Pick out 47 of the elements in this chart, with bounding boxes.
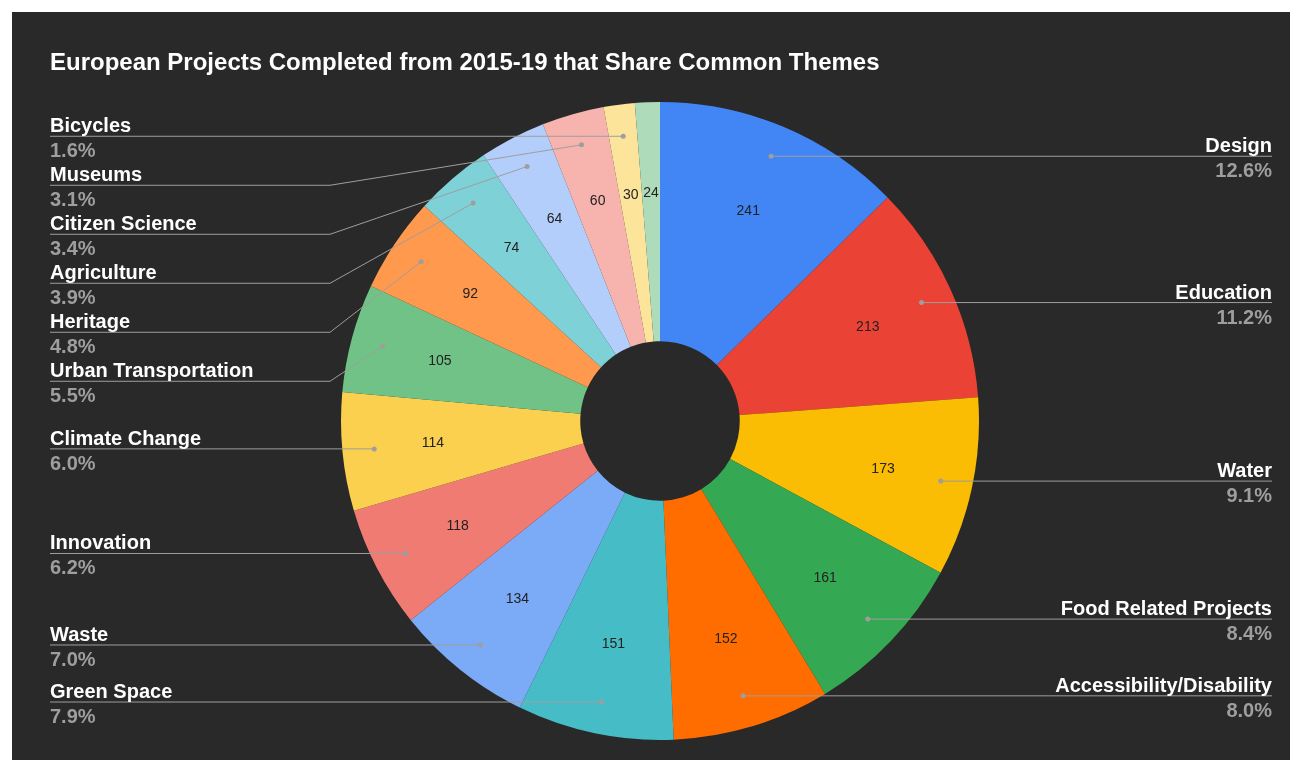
text: 4.8% xyxy=(50,335,96,358)
data-label: 173 xyxy=(871,459,895,476)
text: 3.1% xyxy=(50,188,96,211)
data-label: 64 xyxy=(546,209,563,226)
text: 1.6% xyxy=(50,139,96,162)
data-label: 24 xyxy=(643,183,659,200)
slice-label: Innovation xyxy=(50,531,152,554)
text: 12.6% xyxy=(1215,159,1272,182)
text: 3.4% xyxy=(50,237,96,260)
slice-label: Bicycles xyxy=(50,114,132,137)
slice-label: Climate Change xyxy=(50,426,202,449)
data-label: 134 xyxy=(505,589,530,606)
slice-label: Water xyxy=(1217,459,1273,482)
text: 11.2% xyxy=(1216,305,1272,328)
data-label: 161 xyxy=(813,569,837,586)
slice-label: Food Related Projects xyxy=(1060,597,1272,620)
chart-title: European Projects Completed from 2015-19 that Share Common Themes xyxy=(50,48,880,76)
slice-label: Design xyxy=(1205,134,1272,157)
text: 8.4% xyxy=(1226,622,1272,645)
text: 7.0% xyxy=(50,648,96,670)
data-label: 30 xyxy=(622,185,639,202)
data-label: 241 xyxy=(736,201,761,218)
data-label: 114 xyxy=(421,434,445,451)
text: 7.9% xyxy=(50,705,96,728)
text: 9.1% xyxy=(1226,484,1272,507)
text: 8.0% xyxy=(1226,698,1272,721)
data-label: 74 xyxy=(503,238,520,255)
data-label: 118 xyxy=(446,517,470,534)
slice-label: Museums xyxy=(50,163,143,186)
slice-label: Waste xyxy=(50,623,109,645)
data-label: 92 xyxy=(462,285,479,302)
data-label: 151 xyxy=(601,635,626,652)
text: 5.5% xyxy=(50,384,96,407)
data-label: 213 xyxy=(856,317,880,334)
slice-label: Accessibility/Disability xyxy=(1055,673,1273,696)
slice-label: Green Space xyxy=(50,680,173,703)
data-label: 60 xyxy=(589,192,606,209)
slice-label: Heritage xyxy=(50,310,131,333)
slice-label: Education xyxy=(1175,280,1272,303)
slice-label: Citizen Science xyxy=(50,212,197,235)
slice-label: Urban Transportation xyxy=(50,359,254,382)
data-label: 105 xyxy=(428,352,452,369)
text: 6.0% xyxy=(50,451,96,474)
text: 6.2% xyxy=(50,556,96,579)
slice-label: Agriculture xyxy=(50,261,157,284)
data-label: 152 xyxy=(714,630,738,647)
text: 3.9% xyxy=(50,286,96,309)
